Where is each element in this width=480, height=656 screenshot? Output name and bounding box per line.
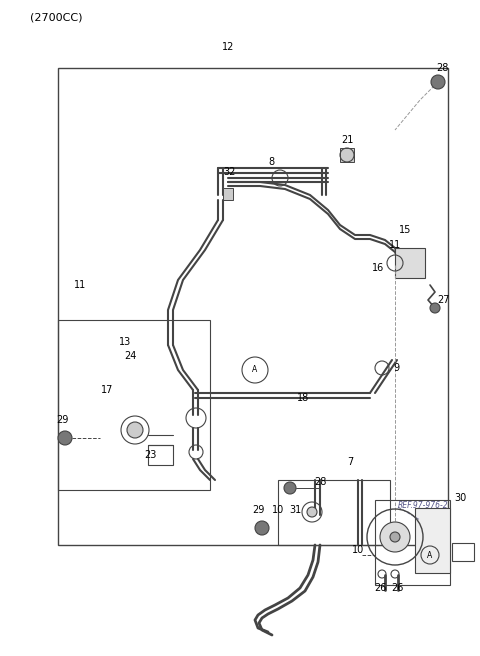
Text: 24: 24	[124, 351, 136, 361]
Text: 7: 7	[347, 457, 353, 467]
Text: 16: 16	[372, 263, 384, 273]
Text: 17: 17	[101, 385, 113, 395]
Bar	[223, 188, 233, 200]
Text: A: A	[252, 365, 258, 375]
Text: 29: 29	[56, 415, 68, 425]
Bar	[340, 148, 354, 162]
Text: 13: 13	[119, 337, 131, 347]
Text: 18: 18	[297, 393, 309, 403]
Text: 28: 28	[436, 63, 448, 73]
Circle shape	[58, 431, 72, 445]
Text: 10: 10	[352, 545, 364, 555]
Text: 27: 27	[437, 295, 449, 305]
Circle shape	[307, 507, 317, 517]
Text: 10: 10	[272, 505, 284, 515]
Bar	[58, 320, 210, 490]
Circle shape	[255, 521, 269, 535]
Text: 11: 11	[74, 280, 86, 290]
Bar	[278, 480, 390, 545]
Circle shape	[284, 482, 296, 494]
Text: 31: 31	[289, 505, 301, 515]
Text: 12: 12	[222, 42, 234, 52]
Text: 21: 21	[341, 135, 353, 145]
Text: 28: 28	[314, 477, 326, 487]
Text: 23: 23	[144, 450, 156, 460]
Text: 8: 8	[268, 157, 274, 167]
Text: 26: 26	[391, 583, 403, 593]
Text: 32: 32	[223, 167, 235, 177]
Circle shape	[380, 522, 410, 552]
Text: 26: 26	[374, 583, 386, 593]
Bar	[58, 68, 448, 545]
Text: A: A	[427, 550, 432, 560]
Bar	[452, 543, 474, 561]
Text: REF.97-976-2: REF.97-976-2	[398, 501, 449, 510]
Text: 30: 30	[454, 493, 466, 503]
Circle shape	[390, 532, 400, 542]
Text: (2700CC): (2700CC)	[30, 12, 83, 22]
Text: 9: 9	[393, 363, 399, 373]
Bar	[375, 500, 450, 585]
Circle shape	[431, 75, 445, 89]
Text: 11: 11	[389, 240, 401, 250]
Text: 29: 29	[252, 505, 264, 515]
Text: 15: 15	[399, 225, 411, 235]
Circle shape	[430, 303, 440, 313]
Circle shape	[127, 422, 143, 438]
Bar	[148, 445, 173, 465]
Bar	[415, 508, 450, 573]
Bar	[395, 248, 425, 278]
